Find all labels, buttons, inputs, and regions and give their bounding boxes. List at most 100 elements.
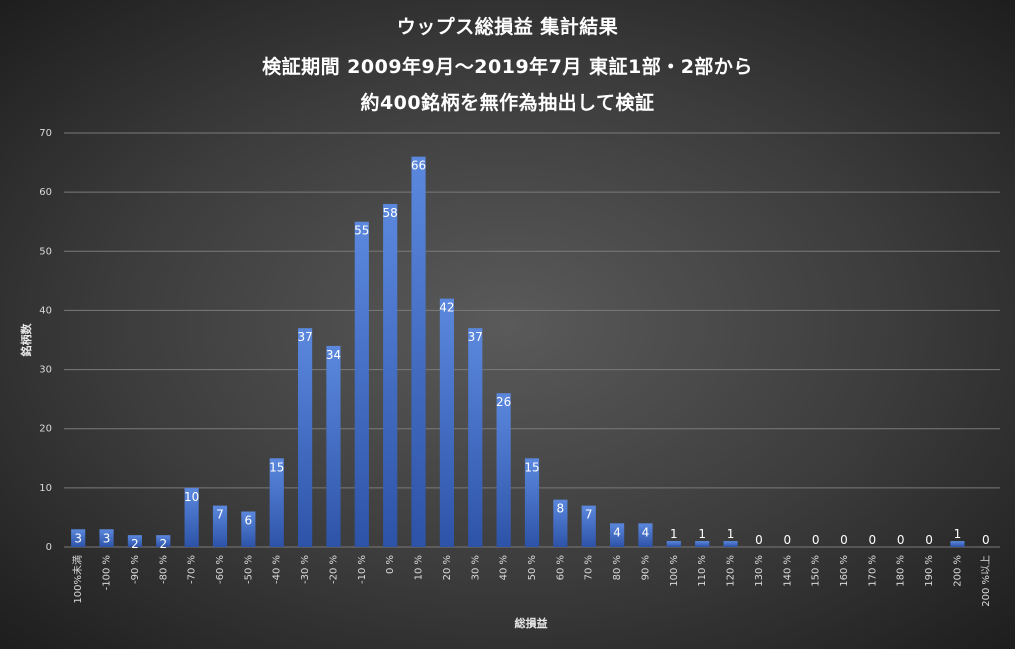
x-tick-label: -10 % xyxy=(357,555,368,584)
bar xyxy=(411,156,426,547)
x-tick-label: 50 % xyxy=(527,555,538,580)
x-tick-label: 100%未満 xyxy=(72,555,84,604)
x-tick-label: 80 % xyxy=(612,555,623,580)
x-tick-label: 0 % xyxy=(385,555,396,574)
y-tick-label: 30 xyxy=(39,365,52,376)
data-label: 0 xyxy=(755,533,763,547)
bar xyxy=(326,345,341,547)
data-label: 55 xyxy=(354,224,369,238)
data-label: 1 xyxy=(670,527,678,541)
data-label: 15 xyxy=(524,460,539,474)
bars xyxy=(71,156,965,547)
x-axis-title: 総損益 xyxy=(515,616,548,630)
data-label: 0 xyxy=(982,533,990,547)
bar xyxy=(610,523,625,547)
bar xyxy=(156,535,171,547)
x-tick-label: 200 %以上 xyxy=(980,555,992,607)
data-label: 10 xyxy=(184,490,199,504)
data-label: 0 xyxy=(897,533,905,547)
data-label: 3 xyxy=(74,531,82,545)
y-tick-label: 0 xyxy=(46,542,52,553)
bar xyxy=(553,499,568,547)
bar xyxy=(496,393,511,547)
bar xyxy=(468,328,483,547)
x-tick-label: 70 % xyxy=(584,555,595,580)
data-label: 34 xyxy=(326,348,341,362)
data-label: 15 xyxy=(269,460,284,474)
bar xyxy=(127,535,142,547)
x-tick-label: 100 % xyxy=(669,555,680,587)
y-tick-label: 20 xyxy=(39,424,52,435)
y-tick-label: 10 xyxy=(39,483,52,494)
data-label: 37 xyxy=(297,330,312,344)
bar xyxy=(298,328,313,547)
x-tick-label: -60 % xyxy=(215,555,226,584)
bar xyxy=(71,529,86,547)
bar xyxy=(241,511,256,547)
bar xyxy=(950,541,965,547)
data-label: 4 xyxy=(613,525,621,539)
chart-title-line-2: 検証期間 2009年9月～2019年7月 東証1部・2部から xyxy=(262,56,753,78)
x-tick-label: 180 % xyxy=(896,555,907,587)
data-label: 0 xyxy=(869,533,877,547)
bar xyxy=(524,458,540,547)
x-tick-label: 30 % xyxy=(470,555,481,580)
y-tick-label: 50 xyxy=(39,246,52,257)
y-axis-title: 銘柄数 xyxy=(19,323,33,357)
y-axis-ticks: 0 10 20 30 40 50 60 70 xyxy=(39,128,52,553)
x-tick-label: -90 % xyxy=(130,555,141,584)
x-tick-label: -40 % xyxy=(272,555,283,584)
data-label: 6 xyxy=(245,514,253,528)
data-label: 58 xyxy=(383,206,398,220)
bar xyxy=(638,523,653,547)
x-tick-label: 160 % xyxy=(839,555,850,587)
data-label: 0 xyxy=(925,533,933,547)
chart-title-line-3: 約400銘柄を無作為抽出して検証 xyxy=(360,92,655,114)
bar xyxy=(695,541,710,547)
y-tick-label: 40 xyxy=(39,305,52,316)
x-tick-label: 140 % xyxy=(782,555,793,587)
x-tick-label: 150 % xyxy=(811,555,822,587)
data-label: 4 xyxy=(642,525,650,539)
data-label: 0 xyxy=(783,533,791,547)
y-tick-label: 60 xyxy=(39,187,52,198)
x-tick-label: 170 % xyxy=(867,555,878,587)
data-label: 2 xyxy=(131,537,139,551)
x-tick-label: -50 % xyxy=(243,555,254,584)
x-tick-label: 200 % xyxy=(952,555,963,587)
data-label: 0 xyxy=(840,533,848,547)
bar xyxy=(99,529,114,547)
x-tick-label: 110 % xyxy=(697,555,708,587)
data-label: 3 xyxy=(103,531,111,545)
bar xyxy=(723,541,738,547)
data-label: 7 xyxy=(585,508,593,522)
x-tick-label: 90 % xyxy=(640,555,651,580)
data-label: 2 xyxy=(159,537,167,551)
x-tick-label: -30 % xyxy=(300,555,311,584)
bar xyxy=(666,541,681,547)
data-label: 37 xyxy=(468,330,483,344)
data-label: 66 xyxy=(411,159,426,173)
chart-title-line-1: ウップス総損益 集計結果 xyxy=(396,16,619,38)
bar xyxy=(354,221,369,547)
data-label: 1 xyxy=(954,527,962,541)
bar xyxy=(383,203,398,547)
x-tick-label: 130 % xyxy=(754,555,765,587)
x-tick-label: 10 % xyxy=(414,555,425,580)
data-label: 26 xyxy=(496,395,511,409)
x-tick-label: -20 % xyxy=(328,555,339,584)
x-axis-ticks: 100%未満 -100 % -90 % -80 % -70 % -60 % -50 % -40… xyxy=(72,555,992,607)
data-label: 7 xyxy=(216,508,224,522)
data-label: 1 xyxy=(698,527,706,541)
y-tick-label: 70 xyxy=(39,128,52,139)
x-tick-label: 20 % xyxy=(442,555,453,580)
data-label: 0 xyxy=(812,533,820,547)
bar xyxy=(212,505,228,547)
data-label: 1 xyxy=(727,527,735,541)
data-label: 8 xyxy=(557,502,565,516)
x-tick-label: -100 % xyxy=(102,555,113,590)
bar xyxy=(581,505,596,547)
